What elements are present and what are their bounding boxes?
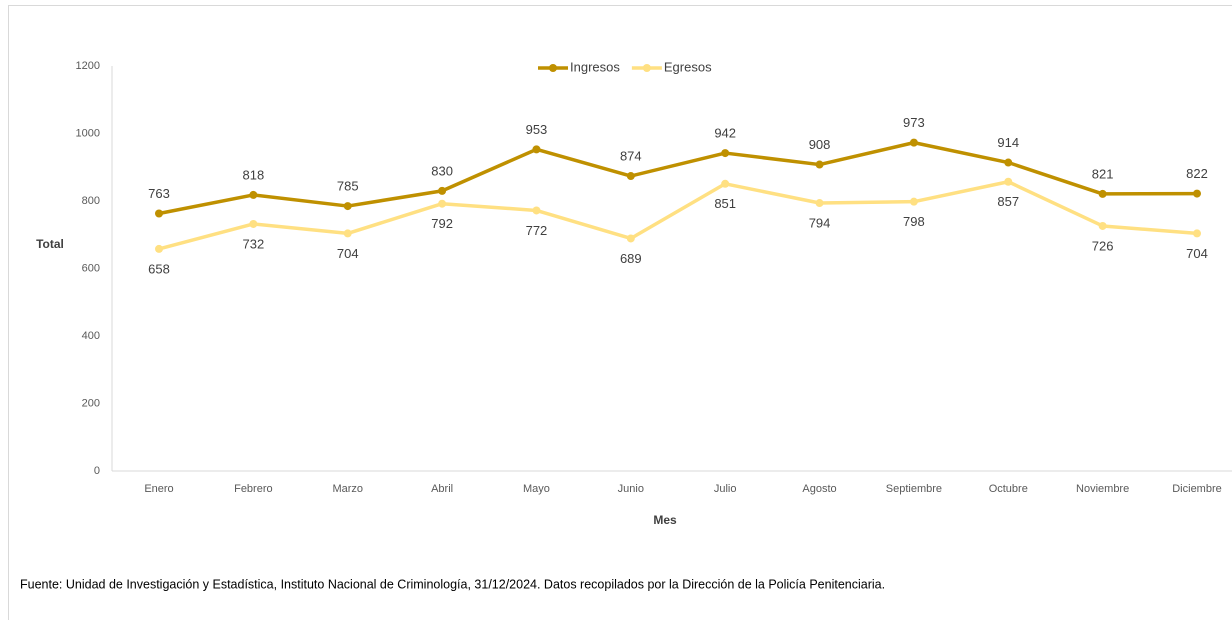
point-marker: [1098, 189, 1107, 198]
point-marker: [532, 206, 541, 215]
point-marker: [1193, 189, 1201, 198]
point-marker: [626, 172, 635, 181]
data-label: 908: [809, 137, 831, 152]
x-tick-label: Septiembre: [886, 483, 942, 495]
legend-label: Ingresos: [570, 59, 620, 74]
y-tick-label: 200: [82, 397, 100, 409]
series-line: [158, 140, 1198, 216]
point-marker: [815, 199, 824, 208]
x-axis-label: Mes: [653, 513, 677, 527]
x-tick-label: Enero: [144, 483, 173, 495]
x-tick-label: Febrero: [234, 483, 273, 495]
point-marker: [438, 186, 447, 195]
y-tick-label: 1200: [76, 60, 100, 72]
point-marker: [1193, 229, 1201, 238]
point-marker: [532, 145, 541, 154]
y-tick-label: 1000: [76, 127, 100, 139]
data-label: 857: [997, 194, 1019, 209]
data-label: 953: [526, 122, 548, 137]
x-tick-label: Agosto: [802, 483, 836, 495]
chart-border: [8, 5, 1232, 620]
point-marker: [343, 202, 352, 211]
point-marker: [343, 229, 352, 238]
point-marker: [815, 160, 824, 169]
x-tick-label: Diciembre: [1172, 483, 1222, 495]
data-label: 704: [337, 246, 359, 261]
point-marker: [909, 138, 918, 147]
data-label: 726: [1092, 238, 1114, 253]
data-label: 851: [714, 196, 736, 211]
y-axis-label: Total: [36, 237, 64, 251]
point-marker: [438, 199, 447, 208]
x-tick-label: Abril: [431, 483, 453, 495]
x-tick-label: Marzo: [332, 483, 363, 495]
data-label: 874: [620, 148, 642, 163]
point-marker: [249, 219, 258, 228]
data-label: 792: [431, 216, 453, 231]
data-label: 798: [903, 214, 925, 229]
point-marker: [1098, 221, 1107, 230]
data-label: 763: [148, 186, 170, 201]
data-label: 772: [526, 223, 548, 238]
point-marker: [909, 197, 918, 206]
y-tick-label: 600: [82, 262, 100, 274]
point-marker: [155, 209, 163, 218]
data-label: 822: [1186, 166, 1208, 181]
y-tick-label: 800: [82, 195, 100, 207]
point-marker: [155, 244, 163, 253]
legend-label: Egresos: [664, 59, 712, 74]
series-line: [158, 180, 1198, 251]
x-tick-label: Julio: [714, 483, 737, 495]
data-label: 785: [337, 179, 359, 194]
data-label: 794: [809, 215, 831, 230]
x-tick-label: Junio: [618, 483, 644, 495]
legend-marker: [549, 64, 557, 72]
data-label: 658: [148, 261, 170, 276]
x-tick-label: Octubre: [989, 483, 1028, 495]
data-label: 914: [997, 135, 1019, 150]
data-label: 821: [1092, 166, 1114, 181]
point-marker: [721, 149, 730, 158]
point-marker: [626, 234, 635, 243]
data-label: 689: [620, 251, 642, 266]
y-tick-label: 400: [82, 330, 100, 342]
y-tick-label: 0: [94, 465, 100, 477]
legend-marker: [642, 64, 651, 72]
data-label: 942: [714, 126, 736, 141]
data-label: 973: [903, 115, 925, 130]
x-tick-label: Mayo: [523, 483, 550, 495]
data-label: 732: [243, 236, 265, 251]
source-note: Fuente: Unidad de Investigación y Estadí…: [20, 577, 885, 591]
point-marker: [249, 190, 258, 199]
x-tick-label: Noviembre: [1076, 483, 1129, 495]
data-label: 830: [431, 163, 453, 178]
data-label: 704: [1186, 246, 1208, 261]
point-marker: [1004, 158, 1013, 167]
point-marker: [721, 179, 730, 188]
data-label: 818: [243, 167, 265, 182]
point-marker: [1004, 177, 1013, 186]
